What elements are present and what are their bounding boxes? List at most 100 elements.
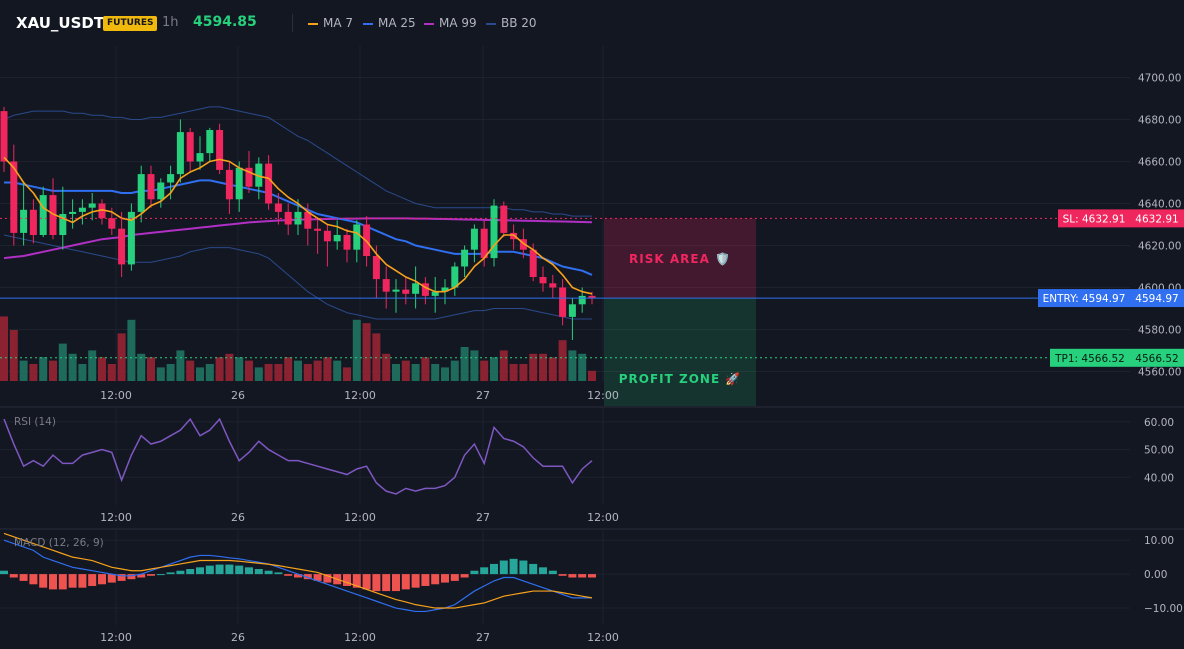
last-price: 4594.85 xyxy=(193,14,257,30)
rsi-title: RSI (14) xyxy=(14,416,56,428)
volume-bar xyxy=(107,364,116,381)
risk-zone xyxy=(604,218,756,299)
macd-histogram-bar xyxy=(480,567,489,575)
macd-histogram-bar xyxy=(558,574,567,576)
candle-body xyxy=(519,239,527,250)
macd-histogram-bar xyxy=(245,567,253,575)
macd-histogram-bar xyxy=(401,574,410,590)
macd-histogram-bar xyxy=(382,574,391,592)
candle-body xyxy=(549,283,557,288)
timeframe-label[interactable]: 1h xyxy=(162,15,179,30)
candle-body xyxy=(392,289,400,292)
macd-histogram-bar xyxy=(107,574,116,583)
macd-histogram-bar xyxy=(274,572,283,575)
price-axis-label: 4640.00 xyxy=(1138,199,1181,211)
macd-pane[interactable]: 10.00 0.00 −10.00 MACD (12, 26, 9) 12:00 26 12… xyxy=(0,530,1183,644)
candle-body xyxy=(225,169,233,200)
macd-histogram-bar xyxy=(431,574,440,585)
candle-body xyxy=(284,211,292,225)
volume-bar xyxy=(313,360,322,381)
legend-ma99[interactable]: MA 99 xyxy=(424,16,477,30)
time-axis-label: 27 xyxy=(476,389,490,402)
macd-histogram-bar xyxy=(392,574,400,592)
volume-bar xyxy=(548,357,557,381)
entry-price-tag: 4594.97 xyxy=(1135,293,1178,305)
legend-label: MA 25 xyxy=(378,16,416,30)
volume-bar xyxy=(78,364,87,381)
macd-histogram-bar xyxy=(313,574,322,581)
price-axis-label: 4580.00 xyxy=(1138,325,1181,337)
macd-histogram-bar xyxy=(156,574,165,576)
price-axis-label: 4660.00 xyxy=(1138,157,1181,169)
macd-histogram-bar xyxy=(78,574,87,588)
macd-histogram-bar xyxy=(254,569,263,575)
time-axis-label: 12:00 xyxy=(344,631,376,644)
volume-bar xyxy=(205,364,214,381)
legend-swatch xyxy=(363,22,373,25)
candle-body xyxy=(490,205,498,259)
legend-bb20[interactable]: BB 20 xyxy=(486,16,537,30)
volume-bar xyxy=(196,367,204,381)
macd-histogram-bar xyxy=(29,574,38,585)
volume-bar xyxy=(460,347,469,381)
legend-label: MA 99 xyxy=(439,16,477,30)
candle-body xyxy=(323,230,331,242)
symbol-name[interactable]: XAU_USDT xyxy=(16,14,105,32)
volume-bar xyxy=(499,350,508,381)
rsi-axis-label: 60.00 xyxy=(1144,417,1174,429)
volume-bar xyxy=(519,364,528,381)
price-pane[interactable]: 4700.004680.004660.004640.004620.004600.… xyxy=(0,46,1184,408)
candle-body xyxy=(529,249,537,277)
candle-body xyxy=(186,132,194,162)
chart-header: XAU_USDT FUTURES 1h 4594.85 MA 7 MA 25 M… xyxy=(0,0,1184,46)
macd-axis-label: 10.00 xyxy=(1144,535,1174,547)
volume-bar xyxy=(156,367,165,381)
legend-ma25[interactable]: MA 25 xyxy=(363,16,416,30)
macd-histogram-bar xyxy=(519,560,528,575)
rsi-pane[interactable]: 60.00 50.00 40.00 RSI (14) 12:00 26 12:00 27 12:… xyxy=(0,408,1184,530)
macd-histogram-bar xyxy=(19,574,28,581)
candle-body xyxy=(39,195,47,235)
candle-body xyxy=(255,163,263,187)
macd-histogram-bar xyxy=(68,574,77,588)
macd-histogram-bar xyxy=(127,574,136,580)
candle-body xyxy=(294,211,302,225)
volume-bar xyxy=(294,360,302,381)
candle-body xyxy=(147,174,155,200)
profit-zone xyxy=(604,298,756,406)
legend-ma7[interactable]: MA 7 xyxy=(308,16,353,30)
macd-histogram-bar xyxy=(421,574,430,586)
volume-bar xyxy=(352,319,361,381)
macd-histogram-bar xyxy=(49,574,57,590)
macd-histogram-bar xyxy=(411,574,420,588)
volume-bar xyxy=(137,353,146,381)
candle-body xyxy=(59,214,67,235)
volume-bar xyxy=(558,340,567,381)
macd-histogram-bar xyxy=(460,574,469,578)
candle-body xyxy=(578,295,586,305)
candle-body xyxy=(167,174,175,183)
rsi-line xyxy=(3,417,593,495)
legend-label: BB 20 xyxy=(501,16,537,30)
candle-body xyxy=(470,228,478,250)
sl-price-tag: 4632.91 xyxy=(1135,213,1178,225)
volume-bar xyxy=(411,364,420,381)
candle-body xyxy=(304,211,312,229)
bb-lower-line xyxy=(3,234,592,320)
volume-bar xyxy=(323,357,332,381)
macd-histogram-bar xyxy=(215,564,224,575)
risk-zone-label: RISK AREA 🛡️ xyxy=(629,252,731,266)
rsi-axis-label: 50.00 xyxy=(1144,445,1174,457)
volume-bar xyxy=(264,364,273,381)
volume-bar xyxy=(588,370,596,381)
macd-histogram-bar xyxy=(578,574,587,578)
candle-body xyxy=(265,163,273,204)
volume-bar xyxy=(431,364,440,381)
volume-bar xyxy=(58,343,67,381)
time-axis-label: 26 xyxy=(231,631,245,644)
candle-body xyxy=(127,211,135,265)
volume-bar xyxy=(568,350,577,381)
macd-histogram-bar xyxy=(225,564,234,575)
profit-zone-label: PROFIT ZONE 🚀 xyxy=(619,372,742,386)
